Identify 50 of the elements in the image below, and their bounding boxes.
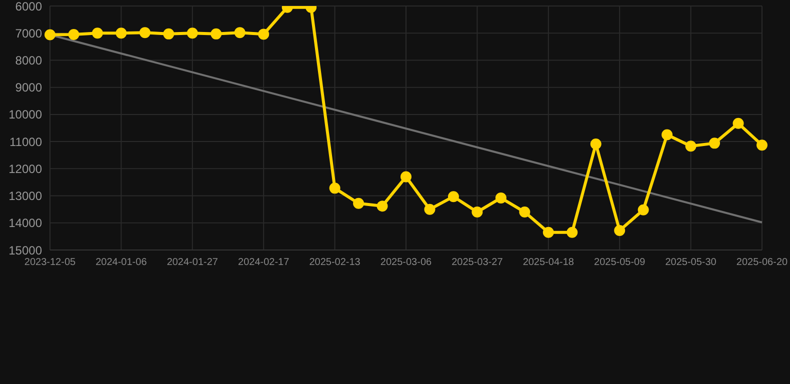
x-tick-label: 2024-01-27 [166,257,218,268]
point [92,28,103,39]
y-tick-label: 8000 [15,53,42,68]
y-tick-label: 7000 [15,26,42,40]
point [472,206,483,218]
y-tick-label: 15000 [8,243,42,258]
y-tick-label: 13000 [8,189,42,204]
x-tick-label: 2025-03-06 [380,257,432,268]
point [590,138,602,150]
point [614,224,626,236]
x-tick-label: 2023-12-05 [24,257,76,268]
x-tick-label: 2024-01-06 [96,257,148,268]
point [376,200,388,212]
y-tick-label: 10000 [8,108,42,122]
point [732,118,744,129]
point [116,28,127,39]
x-tick-label: 2025-02-13 [309,257,361,268]
point [542,226,554,238]
point [210,28,222,40]
point [44,29,56,40]
point [400,171,412,182]
x-tick-label: 2025-04-18 [522,257,574,268]
x-tick-label: 2024-02-17 [238,257,290,268]
point [709,138,720,149]
x-tick-label: 2025-06-20 [736,257,788,268]
point [234,27,246,38]
y-tick-label: 11000 [10,134,42,149]
point [756,140,768,151]
point [424,204,436,215]
x-tick-label: 2025-05-30 [665,257,717,268]
point [258,28,270,40]
point [353,198,364,209]
y-tick-label: 6000 [15,0,42,14]
y-tick-label: 9000 [15,80,42,95]
x-tick-label: 2025-03-27 [452,257,504,268]
point [163,28,174,40]
point [139,27,150,38]
point [329,182,340,194]
point [495,192,506,204]
x-tick-label: 2025-05-09 [594,257,646,268]
point [638,204,649,216]
point [448,191,459,202]
y-tick-label: 14000 [8,216,42,230]
point [685,140,696,152]
point [662,129,673,140]
point [186,28,198,39]
point [519,206,530,218]
point [566,226,578,238]
y-tick-label: 12000 [8,162,42,176]
point [68,28,80,40]
